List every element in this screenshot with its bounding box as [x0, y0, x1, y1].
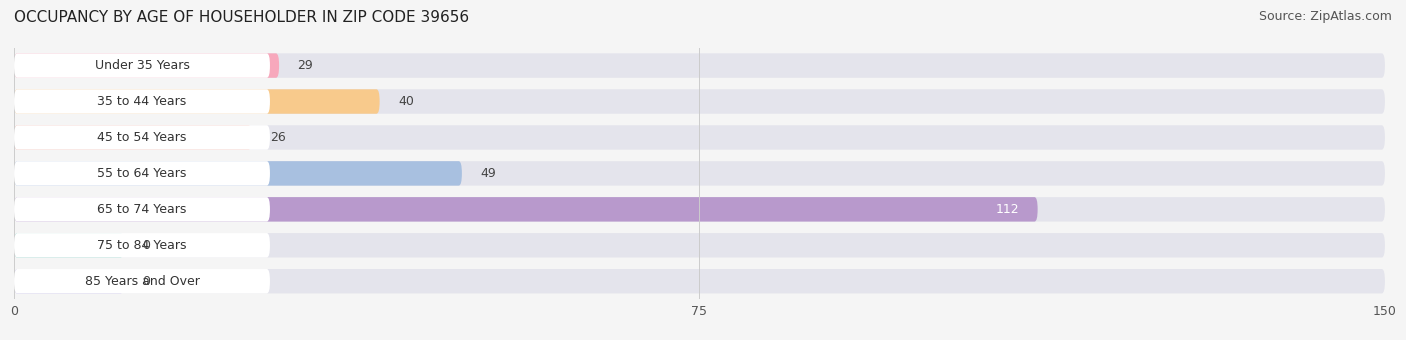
FancyBboxPatch shape	[14, 233, 124, 257]
FancyBboxPatch shape	[14, 161, 270, 186]
FancyBboxPatch shape	[14, 53, 270, 78]
FancyBboxPatch shape	[14, 269, 124, 293]
Text: 49: 49	[481, 167, 496, 180]
FancyBboxPatch shape	[14, 161, 463, 186]
FancyBboxPatch shape	[14, 125, 252, 150]
FancyBboxPatch shape	[14, 197, 1385, 222]
Text: OCCUPANCY BY AGE OF HOUSEHOLDER IN ZIP CODE 39656: OCCUPANCY BY AGE OF HOUSEHOLDER IN ZIP C…	[14, 10, 470, 25]
FancyBboxPatch shape	[14, 125, 1385, 150]
Text: 35 to 44 Years: 35 to 44 Years	[97, 95, 187, 108]
FancyBboxPatch shape	[14, 89, 270, 114]
Text: 75 to 84 Years: 75 to 84 Years	[97, 239, 187, 252]
Text: 29: 29	[298, 59, 314, 72]
Text: 85 Years and Over: 85 Years and Over	[84, 275, 200, 288]
FancyBboxPatch shape	[14, 269, 1385, 293]
Text: 65 to 74 Years: 65 to 74 Years	[97, 203, 187, 216]
Text: 55 to 64 Years: 55 to 64 Years	[97, 167, 187, 180]
Text: Under 35 Years: Under 35 Years	[94, 59, 190, 72]
FancyBboxPatch shape	[14, 233, 270, 257]
Text: 0: 0	[142, 239, 150, 252]
Text: 26: 26	[270, 131, 285, 144]
FancyBboxPatch shape	[14, 233, 1385, 257]
FancyBboxPatch shape	[14, 53, 278, 78]
FancyBboxPatch shape	[14, 53, 1385, 78]
Text: 112: 112	[995, 203, 1019, 216]
FancyBboxPatch shape	[14, 125, 270, 150]
FancyBboxPatch shape	[14, 89, 1385, 114]
FancyBboxPatch shape	[14, 269, 270, 293]
Text: 40: 40	[398, 95, 413, 108]
Text: Source: ZipAtlas.com: Source: ZipAtlas.com	[1258, 10, 1392, 23]
FancyBboxPatch shape	[14, 161, 1385, 186]
Text: 0: 0	[142, 275, 150, 288]
Text: 45 to 54 Years: 45 to 54 Years	[97, 131, 187, 144]
FancyBboxPatch shape	[14, 89, 380, 114]
FancyBboxPatch shape	[14, 197, 270, 222]
FancyBboxPatch shape	[14, 197, 1038, 222]
